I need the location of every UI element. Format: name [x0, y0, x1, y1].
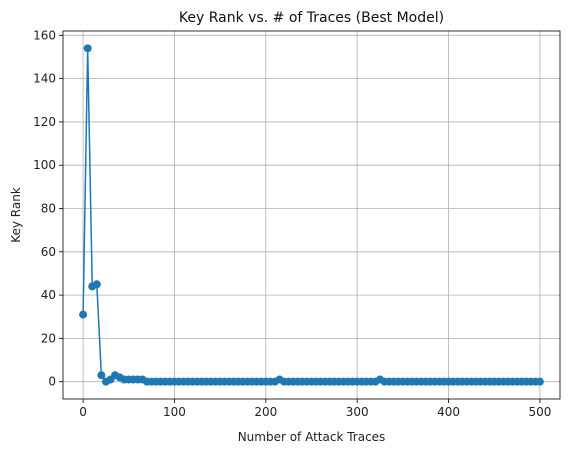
series-line — [82, 48, 540, 383]
y-tick-label: 40 — [41, 288, 56, 302]
y-tick-label: 100 — [33, 158, 56, 172]
data-point — [83, 44, 92, 53]
x-tick-label: 500 — [528, 405, 551, 419]
y-tick-label: 80 — [41, 202, 56, 216]
x-tick-label: 100 — [163, 405, 186, 419]
y-tick-label: 120 — [33, 115, 56, 129]
y-tick-label: 60 — [41, 245, 56, 259]
y-axis-label: Key Rank — [9, 187, 23, 243]
plot-frame — [62, 30, 561, 400]
y-tick-label: 20 — [41, 331, 56, 345]
chart-title: Key Rank vs. # of Traces (Best Model) — [179, 10, 444, 26]
series-key-rank — [79, 44, 544, 386]
y-tick-label: 140 — [33, 72, 56, 86]
y-tick-label: 0 — [48, 375, 56, 389]
x-tick-label: 200 — [254, 405, 277, 419]
x-tick-label: 400 — [437, 405, 460, 419]
x-axis-label: Number of Attack Traces — [238, 430, 386, 444]
data-point — [535, 377, 544, 386]
data-point — [97, 371, 106, 380]
data-point — [92, 280, 101, 289]
y-tick-label: 160 — [33, 28, 56, 42]
x-tick-label: 300 — [346, 405, 369, 419]
axis-ticks: 0 100 200 300 400 500 0 20 40 60 80 100 120 140 160 — [33, 28, 551, 419]
x-tick-label: 0 — [79, 405, 87, 419]
grid — [63, 31, 560, 399]
data-point — [79, 310, 88, 319]
